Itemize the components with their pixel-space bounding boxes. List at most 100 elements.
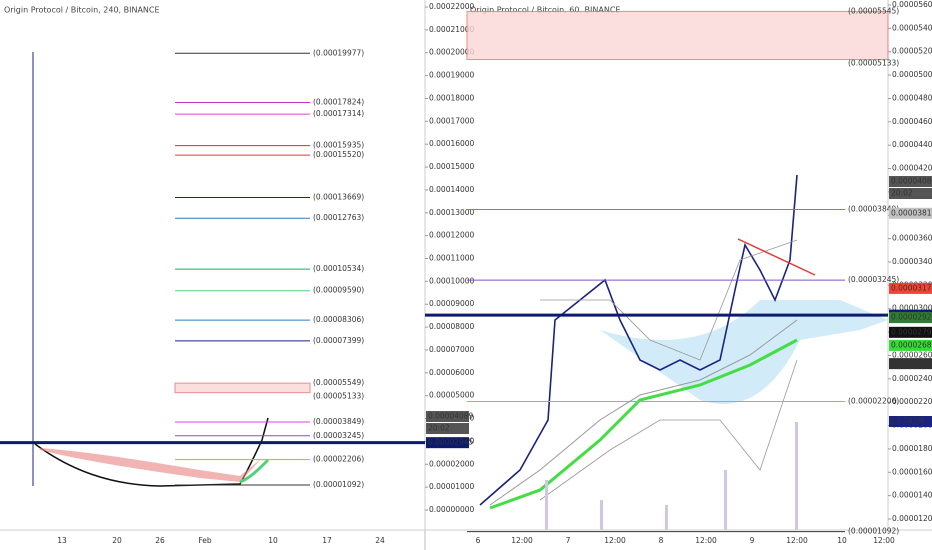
x-tick-label: 9 — [750, 536, 755, 545]
y-tick-label: 0.00016000 — [429, 139, 475, 148]
y-tick-label: 0.00018000 — [429, 93, 475, 102]
price-badge-label: 0.00004089 — [891, 177, 932, 186]
level-label: (0.00001092) — [313, 480, 364, 489]
y-tick-label: 0.00006000 — [429, 368, 475, 377]
zone — [466, 10, 889, 61]
x-tick-label: 12:00 — [873, 536, 895, 545]
x-tick-label: 12:00 — [511, 536, 533, 545]
price-badge — [889, 339, 932, 351]
level-label: (0.00015935) — [313, 141, 364, 150]
price-badge-label: 20:02 — [891, 189, 913, 198]
price-badge-label: 0.00003817 — [891, 208, 932, 217]
level-label: (0.00003849) — [313, 417, 364, 426]
x-tick-label: 20 — [112, 536, 122, 545]
bollinger-upper — [540, 239, 798, 361]
price-badge-label: 0.00002924 — [891, 313, 932, 322]
level-label: (0.00009590) — [313, 286, 364, 295]
price-badge — [889, 326, 932, 338]
x-tick-label: 12:00 — [695, 536, 717, 545]
level-label: (0.00003245) — [848, 275, 899, 284]
price-badge-label: 0.00002686 — [891, 340, 932, 349]
moving-average — [489, 319, 798, 506]
price-badge-label: 0.00002945 — [428, 438, 474, 447]
right-title: Origin Protocol / Bitcoin, 60, BINANCE — [470, 6, 620, 15]
y-tick-label: 0.00020000 — [429, 48, 475, 57]
x-tick-label: 10 — [268, 536, 278, 545]
x-tick-label: 12:00 — [786, 536, 808, 545]
zone — [174, 382, 311, 394]
level-label: (0.00005545) — [848, 6, 899, 15]
price-path — [479, 174, 798, 506]
price-path — [34, 417, 269, 487]
level-label: (0.00007399) — [313, 336, 364, 345]
green-band — [489, 338, 798, 510]
price-badge-label: 20:02 — [428, 424, 450, 433]
price-badge — [889, 176, 932, 188]
y-tick-label: 0.00013000 — [429, 208, 475, 217]
y-tick-label: 0.00005000 — [429, 391, 475, 400]
x-tick-label: 10 — [837, 536, 847, 545]
price-badge — [889, 358, 932, 370]
y-tick-label: 0.00017000 — [429, 116, 475, 125]
y-tick-label: 0.00005600 — [892, 0, 932, 9]
price-badge — [426, 437, 469, 449]
price-badge — [889, 188, 932, 200]
x-tick-label: 17 — [322, 536, 332, 545]
y-tick-label: 0.00012000 — [429, 231, 475, 240]
level-label: (0.00019977) — [313, 48, 364, 57]
y-tick-label: 0.00000000 — [429, 505, 475, 514]
trend-line — [737, 238, 816, 276]
y-tick-label: 0.00021000 — [429, 25, 475, 34]
left-title: Origin Protocol / Bitcoin, 240, BINANCE — [4, 6, 160, 15]
level-label: (0.00015520) — [313, 150, 364, 159]
ribbon-green — [239, 458, 270, 484]
y-tick-label: 0.00001000 — [429, 482, 475, 491]
y-tick-label: 0.00015000 — [429, 162, 475, 171]
price-badge — [426, 423, 469, 435]
level-label: (0.00005133) — [313, 392, 364, 401]
y-tick-label: 0.00007000 — [429, 345, 475, 354]
y-tick-label: 0.00008000 — [429, 322, 475, 331]
price-badge — [426, 411, 469, 423]
volume-badge — [889, 416, 932, 427]
y-tick-label: 0.00022000 — [429, 2, 475, 11]
y-tick-label: 0.00010000 — [429, 276, 475, 285]
level-label: (0.00002206) — [848, 396, 899, 405]
level-label: (0.00003245) — [313, 431, 364, 440]
price-badge-label: 0.00004089 — [428, 412, 474, 421]
y-tick-label: 0.00005000 — [892, 70, 932, 79]
price-badge-label: 0.00003174 — [891, 283, 932, 292]
x-tick-label: 13 — [57, 536, 67, 545]
level-label: (0.00002206) — [313, 455, 364, 464]
volume — [545, 422, 798, 530]
x-tick-label: 8 — [659, 536, 664, 545]
y-tick-label: 0.00002000 — [429, 459, 475, 468]
level-label: (0.00017314) — [313, 109, 364, 118]
price-badge-label: 0.00002798 — [891, 327, 932, 336]
x-tick-label: 24 — [375, 536, 385, 545]
level-label: (0.00017824) — [313, 97, 364, 106]
level-label: (0.00001092) — [848, 527, 899, 536]
volume-label: 23.782M — [891, 417, 924, 426]
x-tick-label: 12:00 — [604, 536, 626, 545]
level-label: (0.00010534) — [313, 264, 364, 273]
price-badge — [889, 282, 932, 294]
y-tick-label: 0.00011000 — [429, 254, 475, 263]
y-tick-label: 0.00014000 — [429, 185, 475, 194]
price-badge — [889, 207, 932, 219]
